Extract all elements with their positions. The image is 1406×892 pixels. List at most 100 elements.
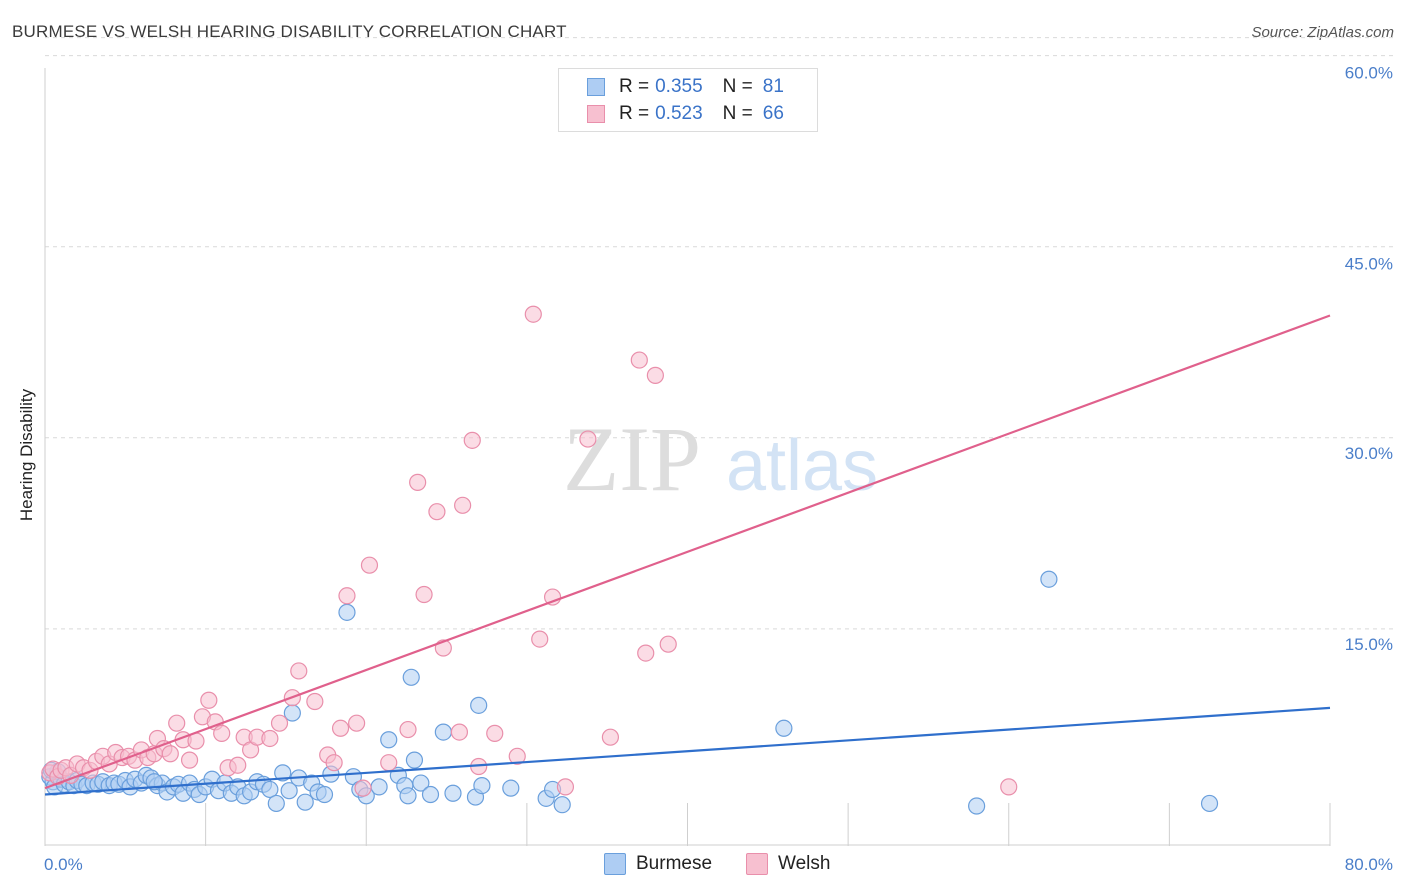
- burmese-swatch: [587, 78, 605, 96]
- burmese-legend-label: Burmese: [636, 853, 713, 874]
- burmese-point: [421, 785, 440, 804]
- y-tick-label: 15.0%: [1345, 635, 1393, 654]
- burmese-point: [1200, 794, 1219, 813]
- welsh-point: [261, 729, 279, 748]
- burmese-point: [338, 603, 356, 621]
- welsh-point: [508, 747, 526, 765]
- welsh-point: [213, 724, 231, 742]
- burmese-point: [402, 668, 420, 686]
- trend-lines: [44, 314, 1331, 796]
- burmese-point: [145, 773, 163, 791]
- burmese-point: [775, 719, 793, 737]
- watermark-zip: ZIP: [563, 408, 701, 510]
- welsh-point: [325, 754, 343, 772]
- burmese-point: [502, 779, 520, 797]
- welsh-swatch: [587, 105, 605, 123]
- welsh-point: [200, 691, 218, 709]
- gridlines: [45, 37, 1394, 630]
- burmese-point: [553, 796, 571, 814]
- welsh-point: [646, 366, 664, 384]
- welsh-point: [338, 587, 356, 605]
- welsh-point: [454, 496, 472, 514]
- burmese-point: [412, 774, 430, 792]
- legend-r-label: R =: [619, 76, 650, 97]
- welsh-point: [409, 473, 427, 491]
- burmese-point: [296, 793, 314, 811]
- burmese-point: [473, 777, 491, 795]
- burmese-point: [399, 787, 417, 805]
- legend-n-value: 81: [762, 76, 784, 97]
- welsh-point: [399, 720, 417, 739]
- x-tick-label-max: 80.0%: [1345, 855, 1393, 874]
- welsh-point: [180, 751, 199, 769]
- legend-n-value: 66: [762, 103, 784, 124]
- burmese-point: [274, 764, 292, 782]
- correlation-legend: R = 0.355 N = 81 R = 0.523 N = 66: [558, 68, 818, 132]
- welsh-point: [348, 714, 366, 732]
- chart-title: BURMESE VS WELSH HEARING DISABILITY CORR…: [12, 22, 567, 41]
- burmese-point: [280, 782, 298, 800]
- burmese-trend-line: [44, 706, 1331, 796]
- legend-r-label: R =: [619, 103, 650, 124]
- welsh-point: [1000, 778, 1018, 796]
- welsh-point: [637, 644, 655, 662]
- legend-n-label: N =: [722, 103, 753, 124]
- source-label: Source: ZipAtlas.com: [1251, 24, 1394, 41]
- welsh-point: [161, 745, 179, 763]
- legend-row-burmese: R = 0.355 N = 81: [587, 75, 784, 99]
- welsh-point: [486, 724, 504, 742]
- burmese-point: [370, 778, 388, 796]
- axes: [44, 68, 1331, 846]
- welsh-point: [524, 305, 542, 323]
- y-tick-label: 45.0%: [1345, 255, 1393, 274]
- burmese-point: [968, 797, 986, 815]
- burmese-legend-swatch: [604, 853, 626, 875]
- welsh-point: [290, 662, 308, 680]
- welsh-point: [463, 431, 481, 449]
- welsh-legend-swatch: [746, 853, 768, 875]
- legend-r-value: 0.355: [655, 76, 703, 97]
- welsh-point: [531, 630, 549, 648]
- welsh-point: [579, 430, 597, 448]
- welsh-point: [659, 635, 677, 653]
- welsh-point: [270, 714, 289, 732]
- welsh-point: [331, 719, 350, 737]
- legend-r-value: 0.523: [655, 103, 703, 124]
- legend-row-welsh: R = 0.523 N = 66: [587, 102, 784, 126]
- welsh-point: [428, 503, 446, 521]
- welsh-point: [229, 756, 247, 774]
- welsh-point: [415, 585, 433, 604]
- welsh-point: [360, 556, 379, 574]
- welsh-point: [306, 692, 324, 711]
- welsh-point: [380, 754, 398, 772]
- welsh-point: [601, 728, 620, 746]
- watermark: ZIP atlas: [563, 408, 878, 510]
- burmese-point: [267, 794, 285, 813]
- tick-labels: 15.0% 30.0% 45.0% 60.0% 0.0% 80.0%: [44, 64, 1393, 874]
- welsh-point: [450, 723, 469, 741]
- x-tick-label-min: 0.0%: [44, 855, 83, 874]
- burmese-point: [380, 731, 398, 749]
- burmese-point: [470, 696, 488, 714]
- burmese-point: [444, 784, 462, 802]
- y-tick-label: 60.0%: [1345, 64, 1393, 83]
- welsh-trend-line: [44, 314, 1331, 790]
- welsh-point: [168, 714, 186, 732]
- welsh-point: [630, 351, 648, 369]
- bottom-legend-burmese: Burmese: [604, 852, 712, 876]
- welsh-point: [354, 779, 372, 797]
- burmese-point: [1040, 570, 1058, 588]
- watermark-atlas: atlas: [726, 426, 878, 506]
- welsh-points: [41, 305, 1018, 797]
- burmese-point: [405, 751, 424, 769]
- burmese-points: [41, 570, 1219, 815]
- burmese-point: [315, 785, 334, 804]
- y-tick-label: 30.0%: [1345, 444, 1393, 463]
- bottom-legend-welsh: Welsh: [746, 852, 830, 876]
- burmese-point: [261, 780, 279, 799]
- welsh-legend-label: Welsh: [778, 853, 831, 874]
- welsh-point: [556, 778, 575, 796]
- legend-n-label: N =: [722, 76, 753, 97]
- burmese-point: [434, 723, 452, 741]
